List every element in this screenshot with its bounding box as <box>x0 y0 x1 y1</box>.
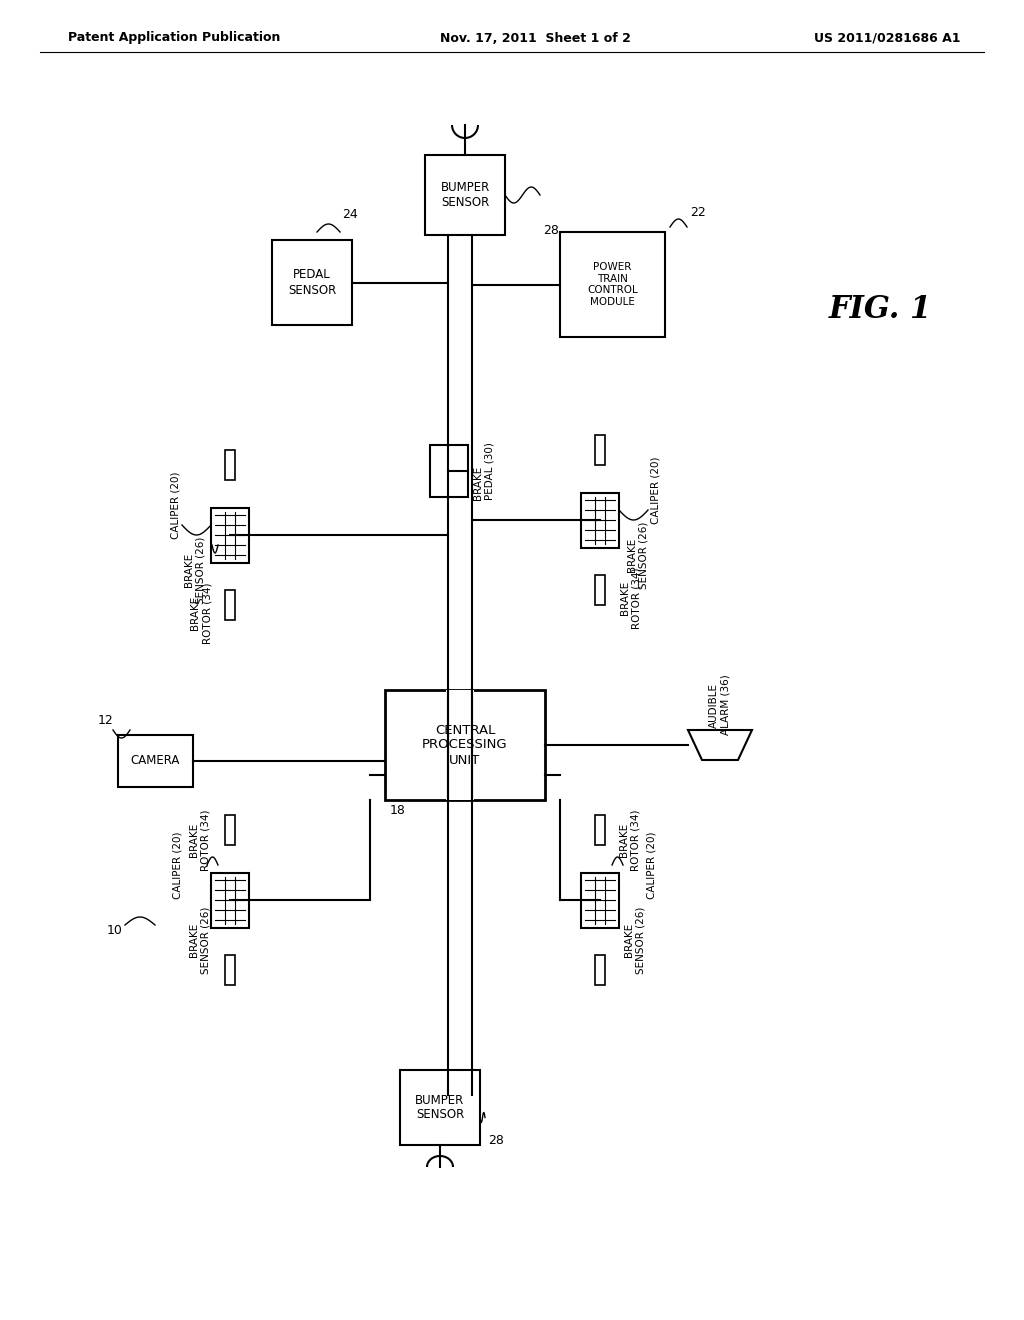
Text: Nov. 17, 2011  Sheet 1 of 2: Nov. 17, 2011 Sheet 1 of 2 <box>440 32 631 45</box>
Bar <box>225 954 234 985</box>
Bar <box>595 814 605 845</box>
Text: AUDIBLE
ALARM (36): AUDIBLE ALARM (36) <box>710 675 731 735</box>
Text: BRAKE
SENSOR (26): BRAKE SENSOR (26) <box>625 907 646 974</box>
Text: POWER
TRAIN
CONTROL
MODULE: POWER TRAIN CONTROL MODULE <box>587 263 638 306</box>
Text: BUMPER
SENSOR: BUMPER SENSOR <box>440 181 489 209</box>
Text: Patent Application Publication: Patent Application Publication <box>68 32 281 45</box>
Text: CAMERA: CAMERA <box>131 755 180 767</box>
Text: CALIPER (20): CALIPER (20) <box>173 832 183 899</box>
Bar <box>211 507 249 562</box>
Text: 24: 24 <box>342 209 357 222</box>
Text: BRAKE
ROTOR (34): BRAKE ROTOR (34) <box>620 809 641 871</box>
Text: 10: 10 <box>108 924 123 936</box>
Text: CENTRAL
PROCESSING
UNIT: CENTRAL PROCESSING UNIT <box>422 723 508 767</box>
Text: BRAKE
ROTOR (34): BRAKE ROTOR (34) <box>620 568 642 628</box>
Bar <box>595 576 605 605</box>
Text: CALIPER (20): CALIPER (20) <box>650 457 660 524</box>
Bar <box>430 445 468 498</box>
Bar <box>581 873 618 928</box>
Text: 28: 28 <box>488 1134 504 1147</box>
Text: FIG. 1: FIG. 1 <box>828 294 932 326</box>
Text: BUMPER
SENSOR: BUMPER SENSOR <box>416 1093 465 1122</box>
Text: BRAKE
SENSOR (26): BRAKE SENSOR (26) <box>189 907 211 974</box>
Text: US 2011/0281686 A1: US 2011/0281686 A1 <box>813 32 961 45</box>
Text: 22: 22 <box>690 206 706 219</box>
Text: BRAKE
PEDAL (30): BRAKE PEDAL (30) <box>473 442 495 500</box>
Bar <box>560 232 665 337</box>
Bar <box>225 590 234 620</box>
Bar <box>225 814 234 845</box>
Bar <box>446 690 474 800</box>
Bar <box>211 873 249 928</box>
Text: CALIPER (20): CALIPER (20) <box>170 471 180 539</box>
Bar <box>425 154 505 235</box>
Text: 28: 28 <box>543 223 559 236</box>
Bar <box>595 954 605 985</box>
Bar <box>225 450 234 480</box>
Bar <box>595 436 605 465</box>
Bar <box>581 492 618 548</box>
Text: BRAKE
SENSOR (26): BRAKE SENSOR (26) <box>627 521 649 589</box>
Text: BRAKE
ROTOR (34): BRAKE ROTOR (34) <box>190 582 212 644</box>
Text: 12: 12 <box>98 714 114 726</box>
Bar <box>385 690 545 800</box>
Bar <box>118 735 193 787</box>
Text: CALIPER (20): CALIPER (20) <box>647 832 657 899</box>
Bar <box>400 1071 480 1144</box>
Text: BRAKE
SENSOR (26): BRAKE SENSOR (26) <box>184 536 206 603</box>
Bar <box>272 240 352 325</box>
Text: BRAKE
ROTOR (34): BRAKE ROTOR (34) <box>189 809 211 871</box>
Text: PEDAL
SENSOR: PEDAL SENSOR <box>288 268 336 297</box>
Text: 18: 18 <box>390 804 406 817</box>
